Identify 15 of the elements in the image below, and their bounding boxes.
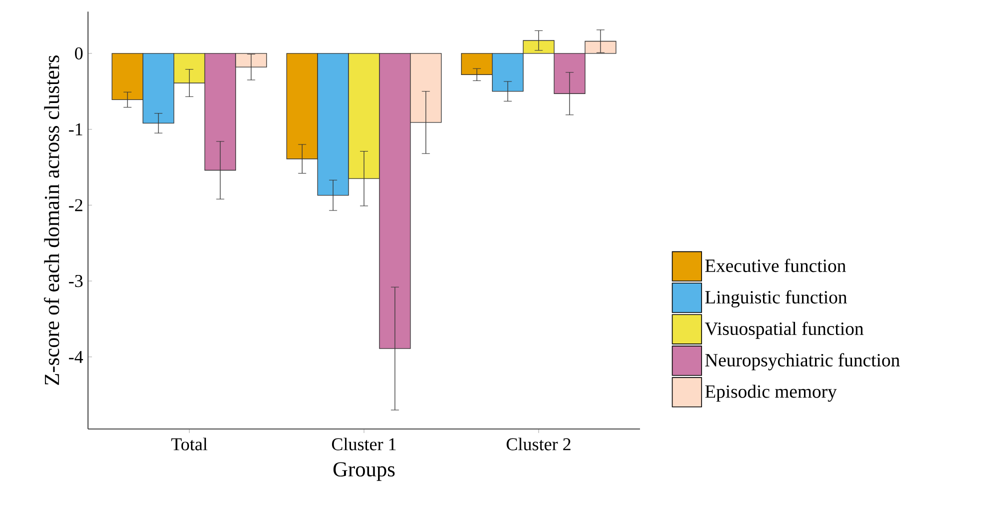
y-tick-label: -1 — [68, 123, 82, 136]
legend-label: Executive function — [705, 258, 846, 272]
y-tick-label: -2 — [68, 199, 82, 212]
x-tick-label: Cluster 1 — [332, 438, 396, 450]
legend-label: Visuospatial function — [704, 322, 864, 339]
y-tick-label: 0 — [74, 47, 83, 60]
x-tick-label: Total — [171, 438, 208, 450]
legend-label: Linguistic function — [705, 290, 847, 308]
y-tick-label: -3 — [68, 274, 83, 288]
x-tick-label: Cluster 2 — [506, 438, 570, 450]
y-axis-title: Z-score of each domain across clusters — [44, 56, 60, 385]
legend-label: Episodic memory — [705, 384, 837, 402]
y-tick-label: -4 — [68, 350, 84, 363]
legend-label: Neuropsychiatric function — [705, 353, 900, 370]
x-axis-title: Groups — [333, 462, 395, 481]
